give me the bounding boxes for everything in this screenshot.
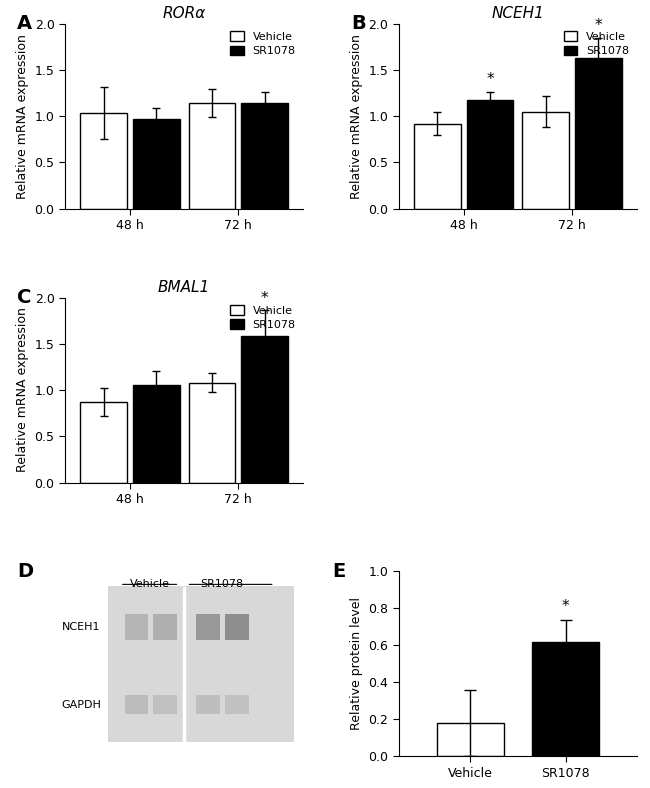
- Title: RORα: RORα: [162, 6, 206, 21]
- Bar: [125, 695, 148, 714]
- Text: D: D: [18, 562, 33, 582]
- Bar: [414, 124, 461, 209]
- Legend: Vehicle, SR1078: Vehicle, SR1078: [228, 303, 298, 333]
- Text: A: A: [18, 14, 32, 33]
- Text: GAPDH: GAPDH: [61, 700, 101, 710]
- Bar: [196, 695, 220, 714]
- Bar: [241, 103, 288, 209]
- Text: B: B: [351, 14, 366, 33]
- Text: *: *: [486, 72, 494, 87]
- Text: *: *: [261, 291, 268, 306]
- Legend: Vehicle, SR1078: Vehicle, SR1078: [228, 29, 298, 58]
- Title: BMAL1: BMAL1: [158, 280, 211, 295]
- Bar: [225, 614, 248, 640]
- Bar: [133, 119, 179, 209]
- Legend: Vehicle, SR1078: Vehicle, SR1078: [562, 29, 631, 58]
- Bar: [153, 695, 177, 714]
- Bar: [125, 614, 148, 640]
- Bar: [241, 336, 288, 482]
- Bar: [188, 383, 235, 482]
- Y-axis label: Relative protein level: Relative protein level: [350, 597, 363, 730]
- Text: E: E: [332, 562, 345, 582]
- Bar: [108, 586, 294, 742]
- Text: *: *: [562, 599, 569, 614]
- Text: *: *: [595, 18, 602, 33]
- Bar: [196, 614, 220, 640]
- Bar: [523, 112, 569, 209]
- Bar: [467, 99, 514, 209]
- Title: NCEH1: NCEH1: [491, 6, 544, 21]
- Text: Vehicle: Vehicle: [129, 579, 170, 589]
- Text: C: C: [18, 288, 32, 307]
- Bar: [133, 385, 179, 482]
- Bar: [188, 103, 235, 209]
- Y-axis label: Relative mRNA expression: Relative mRNA expression: [16, 34, 29, 199]
- Bar: [153, 614, 177, 640]
- Bar: [575, 58, 621, 209]
- Text: SR1078: SR1078: [201, 579, 244, 589]
- Bar: [225, 695, 248, 714]
- Text: NCEH1: NCEH1: [62, 622, 101, 632]
- Bar: [81, 113, 127, 209]
- Y-axis label: Relative mRNA expression: Relative mRNA expression: [16, 307, 29, 473]
- Bar: [437, 723, 504, 756]
- Y-axis label: Relative mRNA expression: Relative mRNA expression: [350, 34, 363, 199]
- Bar: [532, 641, 599, 756]
- Bar: [81, 402, 127, 482]
